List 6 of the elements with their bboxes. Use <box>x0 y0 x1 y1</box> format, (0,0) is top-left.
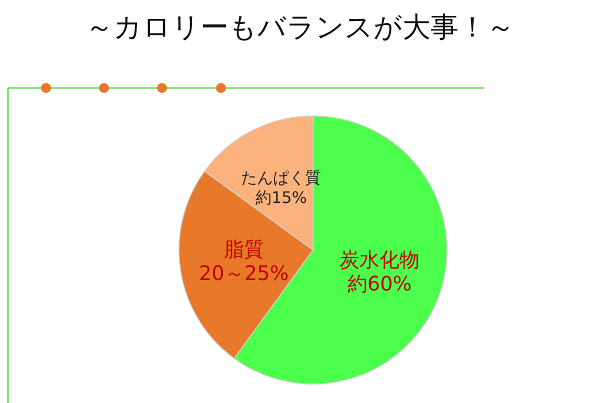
data-label: 20～25% <box>198 260 289 285</box>
data-label: 約15% <box>255 188 307 208</box>
slice-label: 炭水化物 <box>340 248 420 272</box>
chart-title: ～カロリーもバランスが大事！～ <box>86 10 514 44</box>
slice-label: 脂質 <box>224 236 264 261</box>
data-label: 約60% <box>347 272 412 296</box>
